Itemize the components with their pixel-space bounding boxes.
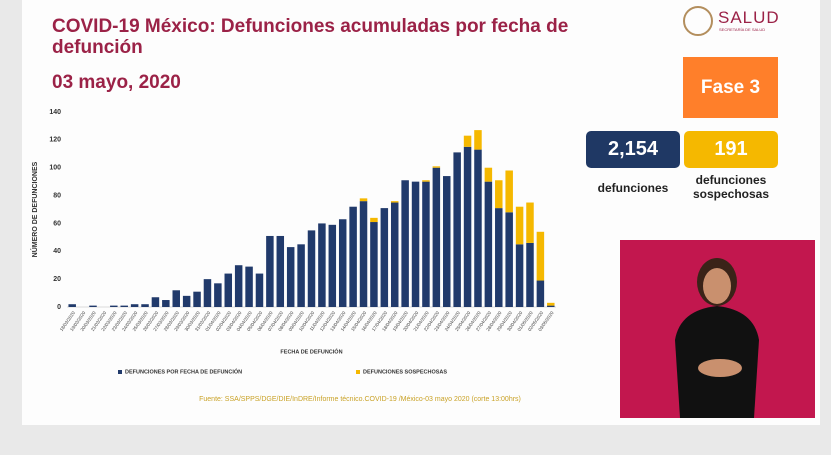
title: COVID-19 México: Defunciones acumuladas … — [52, 16, 569, 58]
y-tick-label: 0 — [57, 304, 61, 311]
bar — [338, 219, 347, 307]
bar — [422, 180, 430, 182]
logo-text: SALUD — [718, 8, 780, 27]
deaths-label: defunciones — [597, 181, 669, 195]
y-tick-label: 40 — [53, 248, 61, 255]
bar — [89, 305, 97, 307]
bar — [484, 181, 493, 307]
bar — [328, 224, 337, 307]
bar — [401, 180, 409, 307]
bar — [443, 176, 451, 307]
legend-swatch — [118, 370, 122, 374]
bar — [547, 302, 555, 306]
interpreter — [675, 258, 759, 418]
bar — [68, 304, 76, 307]
y-axis-title: NÚMERO DE DEFUNCIONES — [30, 161, 39, 257]
bar — [380, 208, 389, 307]
bar — [162, 300, 170, 307]
bar — [390, 202, 399, 307]
bar — [536, 231, 545, 281]
bar — [422, 181, 430, 307]
bar — [505, 170, 513, 213]
bar — [474, 149, 482, 307]
bar — [526, 242, 534, 307]
suspected-label: defunciones sospechosas — [692, 173, 770, 201]
bar — [276, 235, 285, 307]
interpreter-video — [620, 240, 815, 418]
bar — [370, 222, 378, 307]
bar — [141, 304, 149, 307]
x-axis-title: FECHA DE DEFUNCIÓN — [280, 347, 342, 355]
legend-swatch — [356, 370, 360, 374]
bar — [182, 295, 191, 307]
bar — [110, 305, 118, 307]
suspected-box: 191 — [684, 131, 778, 168]
bar — [307, 230, 316, 307]
deaths-box: 2,154 — [586, 131, 680, 168]
chart: 0 20 40 60 80 100 120 140 NÚMERO DE DEFUNCIONES F… — [30, 109, 556, 375]
bar — [234, 265, 243, 307]
legend-label: DEFUNCIONES SOSPECHOSAS — [363, 369, 447, 375]
bar — [172, 290, 180, 307]
bar — [432, 167, 441, 307]
bar — [411, 181, 420, 307]
legend-label: DEFUNCIONES POR FECHA DE DEFUNCIÓN — [125, 367, 242, 375]
bar — [224, 273, 233, 307]
bar — [474, 130, 482, 150]
bar — [297, 244, 305, 307]
bar — [130, 304, 139, 307]
bar — [370, 217, 378, 223]
bar — [359, 198, 368, 202]
bar — [203, 279, 212, 307]
y-tick-label: 140 — [49, 109, 61, 116]
bar — [515, 206, 524, 245]
y-tick-label: 80 — [53, 192, 61, 199]
bar — [484, 167, 493, 182]
y-tick-label: 20 — [53, 276, 61, 283]
y-tick-label: 100 — [49, 165, 61, 172]
bar — [526, 202, 534, 243]
bar — [286, 247, 295, 307]
bar — [536, 280, 545, 307]
bar — [453, 152, 461, 307]
date: 03 mayo, 2020 — [52, 72, 181, 93]
bar — [515, 244, 524, 307]
y-tick-label: 60 — [53, 220, 61, 227]
bar — [255, 273, 264, 307]
bar — [245, 266, 253, 307]
bar — [349, 206, 357, 307]
bar — [266, 235, 274, 307]
bar — [495, 208, 503, 307]
logo-emblem — [683, 6, 713, 36]
source: Fuente: SSA/SPPS/DGE/DIE/InDRE/Informe t… — [199, 396, 521, 403]
bar — [432, 166, 441, 168]
logo-subtext: SECRETARÍA DE SALUD — [719, 27, 766, 32]
bar — [359, 201, 368, 307]
phase-box: Fase 3 — [683, 57, 778, 118]
bar — [120, 305, 128, 307]
bar — [151, 297, 160, 307]
bar — [547, 305, 555, 307]
bar — [318, 223, 326, 307]
bar — [214, 283, 222, 307]
bar — [193, 291, 201, 307]
bar — [495, 180, 503, 209]
bar — [463, 135, 472, 147]
bar — [505, 212, 513, 307]
bar — [390, 201, 399, 203]
y-tick-label: 120 — [49, 137, 61, 144]
bar — [463, 146, 472, 307]
